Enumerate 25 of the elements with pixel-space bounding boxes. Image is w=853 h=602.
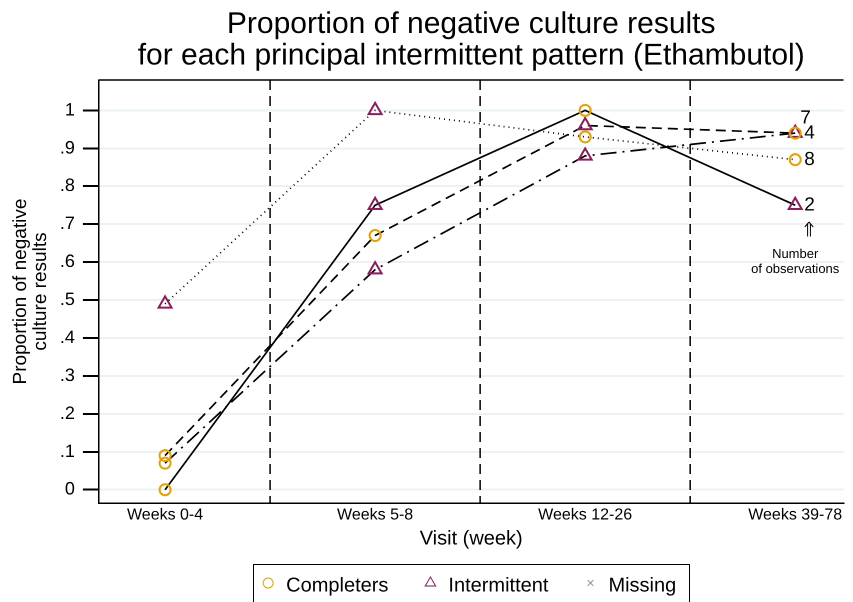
legend-label: Intermittent: [448, 574, 549, 597]
legend-label: Missing: [608, 574, 676, 597]
y-tick-label: .4: [60, 326, 75, 347]
annotation: 2: [804, 194, 815, 216]
legend-label: Completers: [286, 574, 388, 597]
x-tick-label: Weeks 12-26: [538, 506, 632, 524]
x-tick-label: Weeks 0-4: [126, 506, 204, 524]
annotation: 8: [804, 148, 815, 170]
chart-title: Proportion of negative culture results for each principal intermittent pattern (Ethambutol): [138, 7, 805, 72]
x-tick-label: Weeks 39-78: [748, 506, 842, 524]
y-tick-label: .2: [60, 402, 75, 423]
y-tick-label: .5: [60, 289, 75, 310]
y-tick-label: .6: [60, 251, 75, 272]
y-tick-label: .3: [60, 364, 75, 385]
annotation: 4: [804, 122, 816, 144]
y-tick-label: .8: [60, 175, 75, 196]
annotation: Number of observations: [751, 246, 840, 276]
y-tick-label: .7: [60, 213, 75, 234]
x-tick-label: Weeks 5-8: [337, 506, 414, 524]
y-tick-label: .1: [60, 440, 75, 461]
x-axis-title: Visit (week): [420, 528, 523, 550]
y-tick-label: 1: [64, 99, 75, 120]
y-axis-title: Proportion of negative culture results: [10, 198, 52, 384]
y-tick-label: 0: [64, 478, 75, 499]
y-tick-label: .9: [60, 137, 75, 158]
